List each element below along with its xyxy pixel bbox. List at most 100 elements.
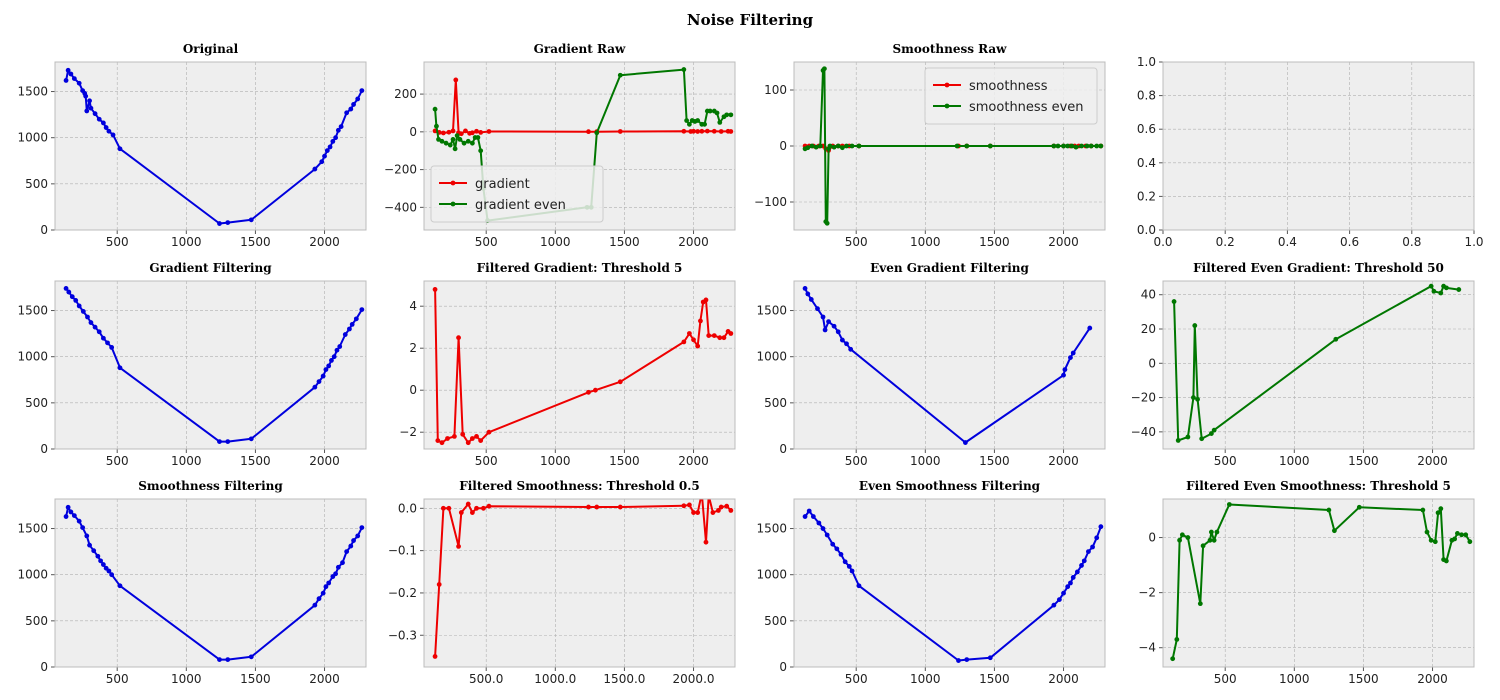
data-point — [1174, 637, 1180, 642]
data-point — [1088, 143, 1094, 149]
y-tick-label: 1500 — [17, 85, 48, 99]
data-point — [324, 148, 330, 154]
data-point — [435, 438, 441, 443]
data-point — [469, 436, 475, 441]
data-point — [1079, 563, 1084, 568]
data-point — [486, 429, 492, 435]
plot-frame — [423, 498, 736, 668]
data-point — [806, 508, 812, 514]
data-point — [342, 332, 348, 337]
data-point — [340, 560, 345, 566]
data-point — [1456, 287, 1462, 292]
data-point — [1175, 438, 1181, 443]
x-tick-label: 500 — [106, 235, 129, 249]
data-point — [1171, 299, 1177, 304]
x-tick-label: 1000 — [910, 672, 941, 686]
series-group — [432, 499, 734, 659]
chart-title: Even Smoothness Filtering — [859, 479, 1041, 493]
data-point — [695, 118, 701, 123]
y-tick-label: 0 — [779, 139, 787, 153]
data-point — [453, 77, 459, 83]
plot-frame — [1162, 61, 1475, 231]
data-point — [824, 532, 830, 538]
legend-box — [430, 165, 604, 223]
data-point — [465, 138, 471, 144]
data-point — [217, 221, 222, 226]
data-point — [447, 142, 453, 148]
data-point — [846, 563, 852, 569]
data-point — [714, 110, 720, 116]
data-point — [225, 220, 231, 226]
y-tick-label: 1500 — [17, 522, 48, 536]
data-point — [724, 503, 730, 509]
chart-panel-7: 500 1000 1500 2000 0 500 1000 1500 Even Gradient… — [756, 261, 1106, 468]
data-point — [987, 655, 993, 661]
y-tick-label: 4 — [409, 299, 417, 313]
data-point — [88, 105, 94, 111]
data-point — [724, 112, 730, 118]
data-point — [1055, 143, 1061, 149]
data-point — [710, 510, 716, 515]
data-point — [849, 143, 855, 149]
data-point — [1452, 536, 1458, 542]
y-tick-label: 1500 — [756, 304, 787, 318]
series-group — [802, 285, 1093, 445]
data-point — [344, 549, 350, 555]
data-point — [717, 335, 723, 341]
x-tick-label: 1500 — [979, 454, 1010, 468]
data-point — [1185, 434, 1191, 440]
data-point — [1424, 529, 1430, 535]
plot-background — [55, 281, 366, 449]
x-tick-label: 1500 — [979, 672, 1010, 686]
data-point — [96, 116, 102, 122]
data-point — [822, 66, 827, 72]
y-tick-label: 500 — [764, 614, 787, 628]
data-point — [248, 436, 254, 442]
data-point — [100, 120, 106, 126]
data-point — [1094, 143, 1100, 149]
data-point — [80, 525, 86, 531]
chart-panel-6: 500 1000 1500 2000 −2 0 2 4 Filtered Gradient: T… — [399, 261, 736, 468]
plot-background — [1163, 499, 1474, 667]
series-group — [432, 67, 734, 223]
y-tick-label: 0.4 — [1137, 156, 1156, 170]
data-point — [1070, 575, 1076, 580]
series-line-1 — [434, 499, 732, 657]
y-tick-label: 100 — [764, 83, 787, 97]
y-tick-label: 1.0 — [1137, 55, 1156, 69]
x-tick-label: 500.0 — [469, 672, 503, 686]
data-point — [1170, 656, 1176, 662]
data-point — [1098, 524, 1104, 530]
data-point — [1084, 143, 1090, 149]
data-point — [686, 331, 692, 336]
data-point — [85, 314, 90, 320]
chart-title: Gradient Filtering — [149, 261, 272, 275]
plot-frame — [1162, 280, 1475, 450]
data-point — [359, 88, 365, 94]
plot-frame — [793, 280, 1106, 450]
data-point — [349, 321, 355, 327]
data-point — [816, 520, 822, 526]
data-point — [106, 128, 112, 134]
data-point — [73, 297, 79, 303]
legend-box — [924, 67, 1098, 125]
x-tick-label: 1000 — [910, 454, 941, 468]
data-point — [703, 539, 709, 545]
data-point — [84, 108, 90, 114]
data-point — [1208, 529, 1214, 535]
data-point — [450, 128, 456, 134]
y-tick-label: 1500 — [756, 522, 787, 536]
data-point — [704, 128, 710, 134]
series-group — [1171, 283, 1462, 443]
data-point — [964, 143, 970, 149]
plot-background — [1163, 62, 1474, 230]
legend: smoothness smoothness even — [924, 67, 1098, 125]
data-point — [711, 128, 717, 134]
data-point — [76, 80, 82, 86]
data-point — [956, 658, 961, 663]
data-point — [103, 125, 109, 130]
y-tick-label: 1500 — [17, 304, 48, 318]
data-point — [91, 548, 97, 554]
data-point — [831, 144, 837, 150]
